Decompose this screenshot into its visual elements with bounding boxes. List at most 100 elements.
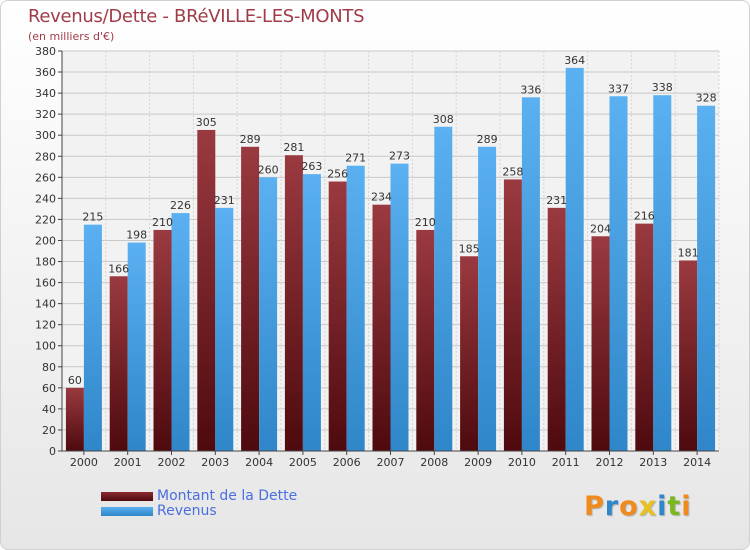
y-tick-label: 80 <box>42 361 56 374</box>
y-tick-label: 280 <box>35 150 56 163</box>
bar-debt <box>65 387 84 451</box>
data-label-debt: 181 <box>678 246 699 259</box>
bar-revenue <box>521 97 540 451</box>
bar-revenue <box>565 67 584 451</box>
y-tick-label: 300 <box>35 129 56 142</box>
bar-revenue <box>434 126 453 451</box>
chart-subtitle: (en milliers d'€) <box>28 30 115 43</box>
data-label-revenue: 337 <box>608 82 629 95</box>
data-label-revenue: 271 <box>345 152 366 165</box>
bar-debt <box>284 155 303 452</box>
bar-revenue <box>346 165 365 451</box>
legend-label-debt: Montant de la Dette <box>157 488 298 504</box>
bar-revenue <box>171 213 190 451</box>
y-tick-label: 180 <box>35 256 56 269</box>
data-label-debt: 210 <box>152 216 173 229</box>
x-tick-label: 2005 <box>289 456 317 469</box>
data-label-revenue: 231 <box>214 194 235 207</box>
logo-letter: r <box>604 491 620 522</box>
y-tick-label: 260 <box>35 171 56 184</box>
bar-revenue <box>215 207 234 451</box>
bar-revenue <box>259 177 278 451</box>
data-label-debt: 281 <box>283 141 304 154</box>
data-label-debt: 231 <box>546 194 567 207</box>
x-tick-label: 2010 <box>508 456 536 469</box>
bar-debt <box>460 256 479 451</box>
bar-debt <box>679 260 698 451</box>
y-tick-label: 160 <box>35 277 56 290</box>
bar-revenue <box>609 96 628 452</box>
proxiti-logo: Proxiti <box>584 491 692 522</box>
x-tick-label: 2002 <box>158 456 186 469</box>
x-tick-label: 2006 <box>333 456 361 469</box>
data-label-revenue: 263 <box>301 160 322 173</box>
data-label-revenue: 289 <box>477 133 498 146</box>
data-label-debt: 289 <box>240 133 261 146</box>
data-label-revenue: 328 <box>696 92 717 105</box>
bar-revenue <box>83 224 102 451</box>
x-tick-label: 2000 <box>70 456 98 469</box>
y-tick-label: 200 <box>35 234 56 247</box>
x-tick-label: 2011 <box>552 456 580 469</box>
x-tick-label: 2008 <box>420 456 448 469</box>
data-label-revenue: 198 <box>126 229 147 242</box>
bar-debt <box>591 236 610 451</box>
y-tick-label: 0 <box>49 445 56 458</box>
logo-letter: t <box>667 491 682 522</box>
bar-revenue <box>697 105 716 451</box>
data-label-revenue: 308 <box>433 113 454 126</box>
chart-title: Revenus/Dette - BRéVILLE-LES-MONTS <box>28 6 365 27</box>
legend-item-debt: Montant de la Dette <box>101 489 297 503</box>
y-tick-label: 140 <box>35 298 56 311</box>
y-tick-label: 340 <box>35 87 56 100</box>
data-label-revenue: 338 <box>652 81 673 94</box>
logo-letter: o <box>619 491 639 522</box>
y-tick-label: 100 <box>35 340 56 353</box>
data-label-debt: 185 <box>459 242 480 255</box>
data-label-debt: 166 <box>108 262 129 275</box>
y-tick-label: 360 <box>35 66 56 79</box>
data-label-debt: 216 <box>634 210 655 223</box>
y-tick-label: 40 <box>42 403 56 416</box>
data-label-revenue: 226 <box>170 199 191 212</box>
bar-debt <box>153 229 172 451</box>
data-label-debt: 204 <box>590 222 611 235</box>
bar-debt <box>547 207 566 451</box>
y-tick-label: 120 <box>35 319 56 332</box>
x-tick-label: 2004 <box>245 456 273 469</box>
data-label-revenue: 260 <box>258 163 279 176</box>
y-tick-label: 220 <box>35 213 56 226</box>
data-label-debt: 305 <box>196 116 217 129</box>
x-tick-label: 2007 <box>377 456 405 469</box>
bar-debt <box>635 223 654 451</box>
x-tick-label: 2009 <box>464 456 492 469</box>
data-label-revenue: 336 <box>520 83 541 96</box>
data-label-debt: 210 <box>415 216 436 229</box>
data-label-debt: 256 <box>327 168 348 181</box>
bar-debt <box>503 179 522 451</box>
bar-debt <box>109 276 128 451</box>
x-tick-label: 2012 <box>596 456 624 469</box>
x-tick-label: 2014 <box>683 456 711 469</box>
logo-letter: i <box>657 491 668 522</box>
x-tick-label: 2003 <box>201 456 229 469</box>
data-label-debt: 258 <box>502 165 523 178</box>
data-label-revenue: 215 <box>82 211 103 224</box>
legend-swatch-debt <box>101 491 153 501</box>
legend-item-revenue: Revenus <box>101 504 217 518</box>
bar-debt <box>416 229 435 451</box>
bar-revenue <box>390 163 409 451</box>
bar-revenue <box>302 174 321 451</box>
y-tick-label: 60 <box>42 382 56 395</box>
legend-label-revenue: Revenus <box>157 503 217 519</box>
x-tick-label: 2001 <box>114 456 142 469</box>
data-label-debt: 60 <box>68 374 82 387</box>
legend-swatch-revenue <box>101 506 153 516</box>
x-tick-label: 2013 <box>639 456 667 469</box>
y-tick-label: 240 <box>35 192 56 205</box>
bar-debt <box>328 181 347 452</box>
data-label-revenue: 364 <box>564 54 585 67</box>
bar-revenue <box>478 146 497 451</box>
